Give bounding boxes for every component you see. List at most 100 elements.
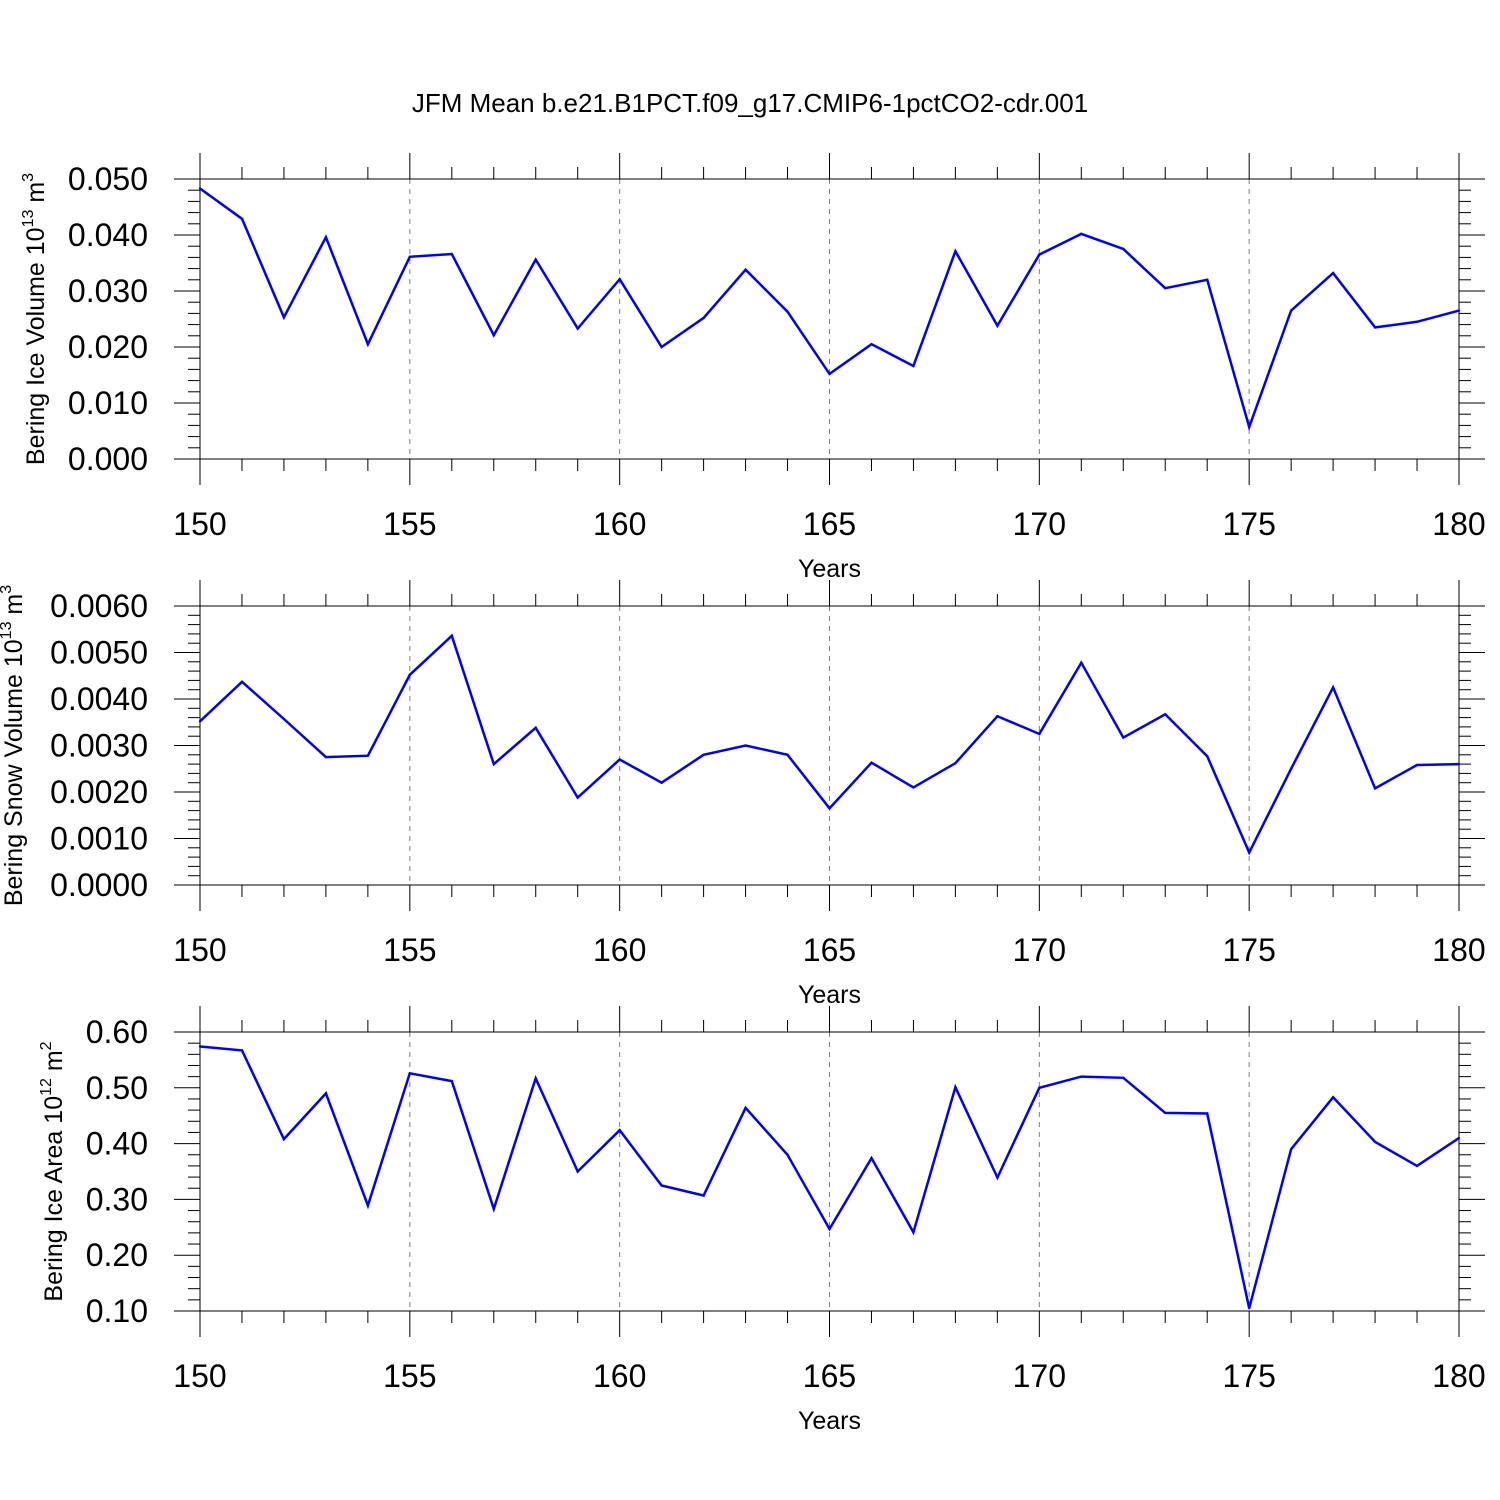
- data-point: [702, 1194, 705, 1197]
- x-axis-label: Years: [798, 555, 861, 583]
- y-tick-label: 0.30: [86, 1181, 148, 1217]
- data-point: [870, 1156, 873, 1160]
- x-tick-label: 175: [1222, 932, 1275, 968]
- data-point: [324, 755, 328, 759]
- y-tick-label: 0.0040: [50, 681, 148, 717]
- y-axis-label-superscript: 13: [0, 621, 15, 639]
- y-tick-label: 0.0060: [50, 588, 148, 624]
- data-point: [996, 715, 999, 718]
- data-point: [828, 807, 831, 810]
- data-point: [1289, 309, 1293, 312]
- y-tick-label: 0.000: [68, 441, 148, 477]
- y-tick-label: 0.0000: [50, 867, 148, 903]
- data-point: [1373, 1140, 1377, 1144]
- data-point: [408, 673, 412, 677]
- data-point: [1164, 713, 1167, 716]
- y-axis-label-superscript: 13: [20, 210, 37, 228]
- data-point: [1331, 1096, 1335, 1099]
- data-point: [1164, 1111, 1167, 1115]
- data-point: [450, 252, 453, 256]
- data-point: [1289, 1147, 1293, 1151]
- data-point: [366, 1204, 370, 1207]
- y-axis-label-part: Bering Snow Volume 10: [0, 639, 28, 906]
- data-point: [618, 278, 621, 281]
- y-axis-label: Bering Snow Volume 1013 m3: [0, 585, 28, 906]
- y-tick-label: 0.040: [68, 217, 148, 253]
- data-point: [1457, 309, 1461, 312]
- data-point: [1247, 1307, 1251, 1310]
- data-point: [1080, 661, 1083, 664]
- data-point: [240, 680, 244, 683]
- y-tick-label: 0.60: [86, 1014, 148, 1050]
- data-point: [1164, 287, 1167, 290]
- y-tick-label: 0.020: [68, 329, 148, 365]
- data-point: [366, 343, 370, 346]
- data-point: [1289, 767, 1293, 770]
- data-point: [870, 761, 873, 764]
- y-axis-label-part: m: [40, 1050, 68, 1078]
- data-point: [954, 250, 957, 253]
- panel-3: 150 155 160 165 170 175 180 0.10 0.20 0.30 0.40 0.5…: [38, 1006, 1486, 1435]
- data-point: [786, 310, 789, 313]
- data-point: [1038, 1086, 1041, 1090]
- data-point: [1415, 763, 1419, 767]
- x-tick-label: 165: [803, 1358, 856, 1394]
- y-axis-label: Bering Ice Area 1012 m2: [38, 1041, 68, 1301]
- y-tick-label: 0.0020: [50, 774, 148, 810]
- data-point: [240, 217, 244, 220]
- y-tick-label: 0.50: [86, 1070, 148, 1106]
- data-point: [1457, 1136, 1461, 1140]
- x-axis-label: Years: [798, 981, 861, 1009]
- data-point: [1457, 762, 1461, 766]
- data-point: [534, 258, 537, 261]
- y-axis-label-part: m: [0, 594, 28, 622]
- y-tick-label: 0.0050: [50, 635, 148, 671]
- data-point: [198, 187, 202, 190]
- data-point: [786, 1153, 789, 1156]
- x-tick-label: 170: [1013, 932, 1066, 968]
- data-point: [492, 762, 495, 766]
- data-point: [450, 1079, 453, 1083]
- y-axis-label-superscript: 3: [20, 173, 37, 182]
- panel-2: 150 155 160 165 170 175 180 0.0000 0.0010 0.0020 0…: [0, 580, 1486, 1009]
- x-tick-label: 150: [173, 932, 226, 968]
- data-point: [324, 236, 328, 239]
- x-axis-label: Years: [798, 1407, 861, 1435]
- x-tick-label: 155: [383, 1358, 436, 1394]
- x-tick-label: 165: [803, 932, 856, 968]
- y-tick-label: 0.0010: [50, 821, 148, 857]
- y-axis-label-part: Bering Ice Volume 10: [22, 227, 50, 465]
- data-point: [1331, 271, 1335, 275]
- data-point: [408, 1072, 412, 1075]
- data-point: [1415, 320, 1419, 323]
- data-point: [660, 781, 663, 784]
- y-axis-label-superscript: 12: [38, 1078, 55, 1096]
- data-point: [1122, 736, 1125, 739]
- data-point: [912, 364, 915, 368]
- data-point: [744, 744, 747, 747]
- data-point: [198, 720, 202, 723]
- data-point: [1122, 247, 1125, 251]
- data-point: [1373, 326, 1377, 329]
- data-point: [702, 753, 705, 756]
- data-point: [534, 1077, 537, 1080]
- data-point: [1373, 787, 1377, 790]
- data-point: [282, 1137, 286, 1141]
- data-point: [996, 1176, 999, 1179]
- y-tick-label: 0.0030: [50, 728, 148, 764]
- data-point: [576, 1170, 579, 1173]
- data-point: [240, 1049, 244, 1052]
- y-axis-label-superscript: 3: [0, 585, 15, 594]
- data-point: [492, 334, 495, 337]
- data-point: [660, 345, 663, 349]
- data-point: [912, 1231, 915, 1234]
- data-point: [954, 1086, 957, 1089]
- data-point: [1038, 253, 1041, 256]
- data-point: [996, 324, 999, 327]
- y-tick-label: 0.030: [68, 273, 148, 309]
- data-point: [492, 1207, 495, 1211]
- data-point: [786, 753, 789, 756]
- x-tick-label: 150: [173, 506, 226, 542]
- data-point: [534, 726, 537, 730]
